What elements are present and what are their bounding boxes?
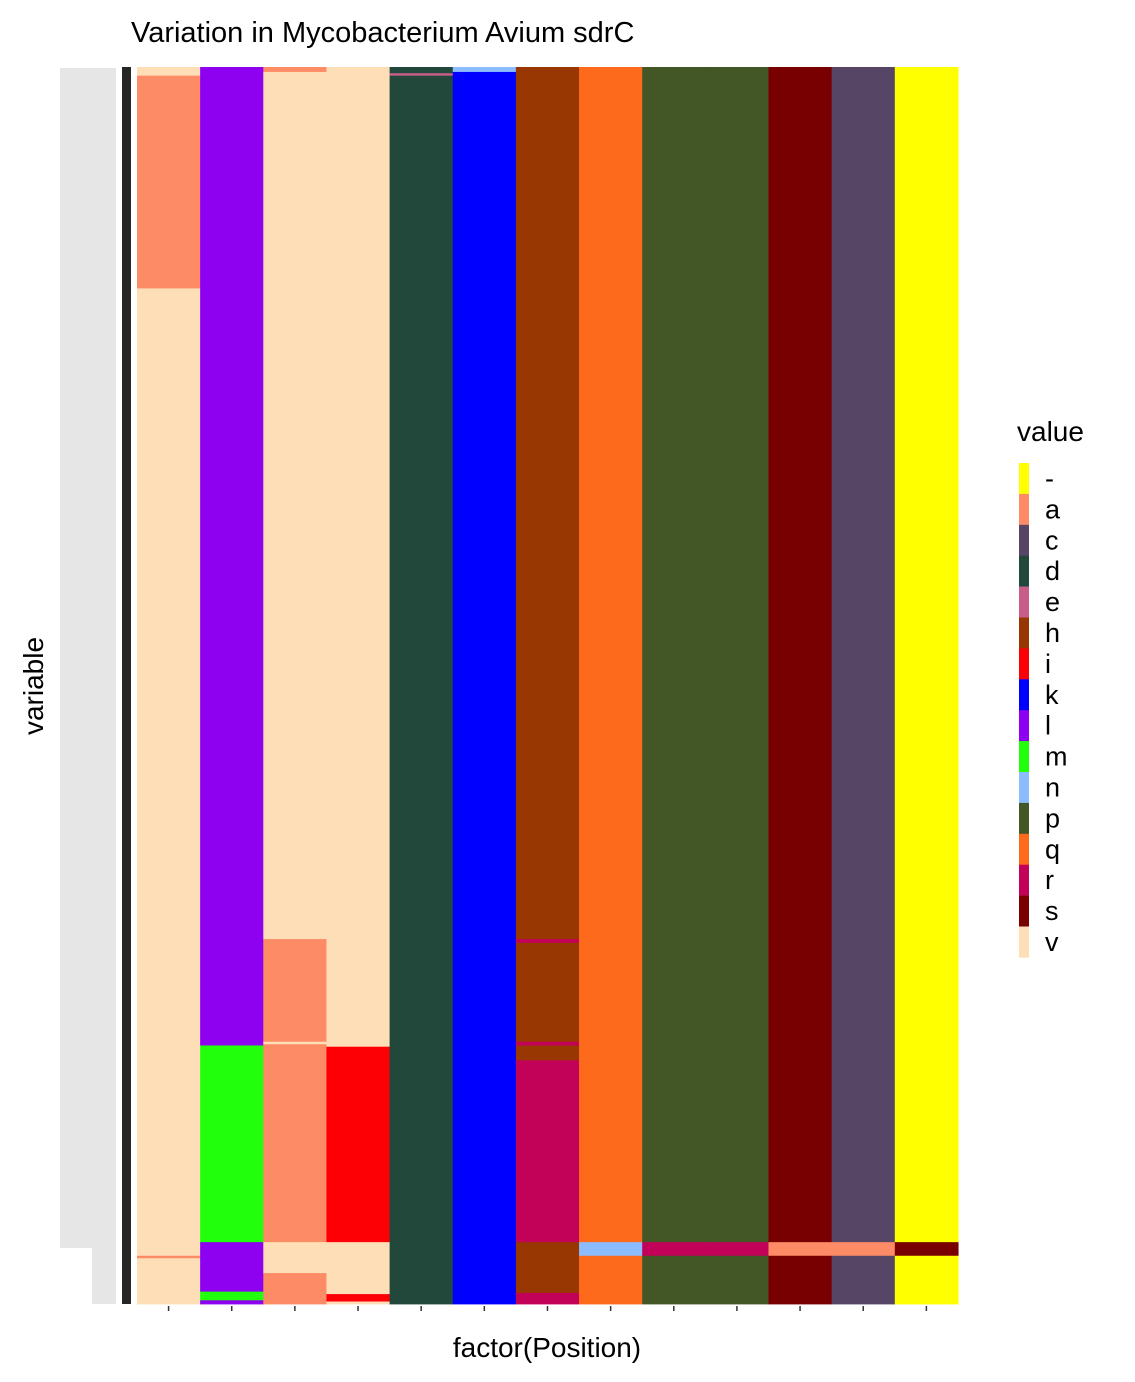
legend-key-label: r xyxy=(1045,865,1054,895)
row-label-band xyxy=(60,68,116,1304)
heatmap-cell xyxy=(263,1242,328,1274)
heatmap-cell xyxy=(705,1242,770,1257)
heatmap-cell xyxy=(263,71,328,940)
heatmap-cell xyxy=(642,1242,706,1257)
heatmap-cell xyxy=(768,67,833,1243)
heatmap-cell xyxy=(831,1242,896,1257)
legend-key-swatch xyxy=(1019,802,1029,835)
legend-key-label: i xyxy=(1045,649,1051,679)
heatmap-cell xyxy=(515,1292,580,1305)
heatmap-cell xyxy=(515,1041,580,1046)
heatmap-cell xyxy=(326,1046,391,1243)
heatmap-cell xyxy=(326,1294,391,1302)
legend-key-swatch xyxy=(1019,895,1029,927)
legend-key-swatch xyxy=(1019,772,1029,804)
heatmap-cell xyxy=(579,1255,643,1305)
legend-key-swatch xyxy=(1019,586,1029,618)
legend-key-label: v xyxy=(1045,927,1059,957)
heatmap-cell xyxy=(326,1242,391,1295)
heatmap-cell xyxy=(137,1255,201,1259)
heatmap-cell xyxy=(200,1291,264,1301)
legend-key-label: - xyxy=(1045,463,1054,493)
legend-key-label: m xyxy=(1045,742,1068,772)
heatmap-cell xyxy=(389,73,454,77)
heatmap-cell xyxy=(137,288,201,1257)
heatmap-cell xyxy=(200,1242,264,1293)
legend-key-label: s xyxy=(1045,896,1059,926)
row-labels xyxy=(60,68,116,1248)
heatmap-cell xyxy=(137,1258,201,1305)
x-axis-title: factor(Position) xyxy=(453,1332,641,1363)
y-axis-title: variable xyxy=(18,637,49,735)
legend-title: value xyxy=(1017,416,1084,447)
legend-key-swatch xyxy=(1019,926,1029,958)
heatmap-cell xyxy=(452,71,517,1305)
heatmap-cell xyxy=(579,67,643,1243)
legend-key-swatch xyxy=(1019,463,1029,495)
heatmap-cell xyxy=(389,75,454,1305)
legend-key-swatch xyxy=(1019,833,1029,865)
heatmap-cell xyxy=(705,67,770,1243)
heatmap-cells xyxy=(137,67,959,1305)
heatmap-cell xyxy=(515,1060,580,1243)
legend-key-swatch xyxy=(1019,710,1029,742)
x-axis-ticks xyxy=(167,1306,928,1311)
heatmap-cell xyxy=(642,1255,706,1305)
heatmap-cell xyxy=(200,1045,264,1243)
legend-key-swatch xyxy=(1019,493,1029,526)
legend-key-label: q xyxy=(1045,834,1060,864)
heatmap-cell xyxy=(894,1242,959,1257)
heatmap-cell xyxy=(137,75,201,289)
legend-key-label: h xyxy=(1045,618,1060,648)
heatmap-cell xyxy=(452,67,517,73)
legend-key-label: d xyxy=(1045,556,1060,586)
legend-key-label: p xyxy=(1045,803,1060,833)
heatmap-cell xyxy=(768,1255,833,1305)
legend-key-swatch xyxy=(1019,555,1029,587)
heatmap-cell xyxy=(831,67,896,1243)
heatmap-cell xyxy=(894,1255,959,1305)
heatmap-cell xyxy=(263,1273,328,1305)
heatmap-cell xyxy=(515,1045,580,1061)
heatmap-cell xyxy=(389,67,454,74)
legend-key-label: l xyxy=(1045,711,1051,741)
heatmap-cell xyxy=(200,1300,264,1305)
heatmap-cell xyxy=(831,1255,896,1305)
heatmap-cell xyxy=(579,1242,643,1257)
heatmap-cell xyxy=(326,67,391,1048)
chart-title: Variation in Mycobacterium Avium sdrC xyxy=(131,17,634,49)
legend-key-swatch xyxy=(1019,679,1029,711)
heatmap-cell xyxy=(200,67,264,1046)
heatmap-cell xyxy=(137,67,201,77)
legend-key-swatch xyxy=(1019,741,1029,773)
heatmap-cell xyxy=(263,67,328,73)
legend-key-swatch xyxy=(1019,617,1029,649)
heatmap-cell xyxy=(326,1301,391,1305)
legend-key-label: a xyxy=(1045,494,1061,524)
heatmap-cell xyxy=(768,1242,833,1257)
heatmap-cell xyxy=(705,1255,770,1305)
legend-key-label: n xyxy=(1045,772,1060,802)
legend-key-swatch xyxy=(1019,864,1029,896)
row-labels xyxy=(92,1248,116,1304)
legend-key-label: c xyxy=(1045,525,1059,555)
heatmap-cell xyxy=(894,67,959,1243)
heatmap-cell xyxy=(263,939,328,1043)
heatmap-cell xyxy=(642,67,706,1243)
heatmap-cell xyxy=(515,942,580,1043)
legend-key-swatch xyxy=(1019,648,1029,680)
heatmap-cell xyxy=(263,1044,328,1243)
heatmap-cell xyxy=(515,67,580,940)
heatmap-cell xyxy=(515,1242,580,1294)
heatmap-cell xyxy=(515,939,580,944)
legend-key-label: e xyxy=(1045,587,1060,617)
y-axis-ticks xyxy=(122,67,131,1304)
legend-key-label: k xyxy=(1045,680,1059,710)
heatmap-cell xyxy=(263,1041,328,1045)
legend-key-swatch xyxy=(1019,524,1029,556)
